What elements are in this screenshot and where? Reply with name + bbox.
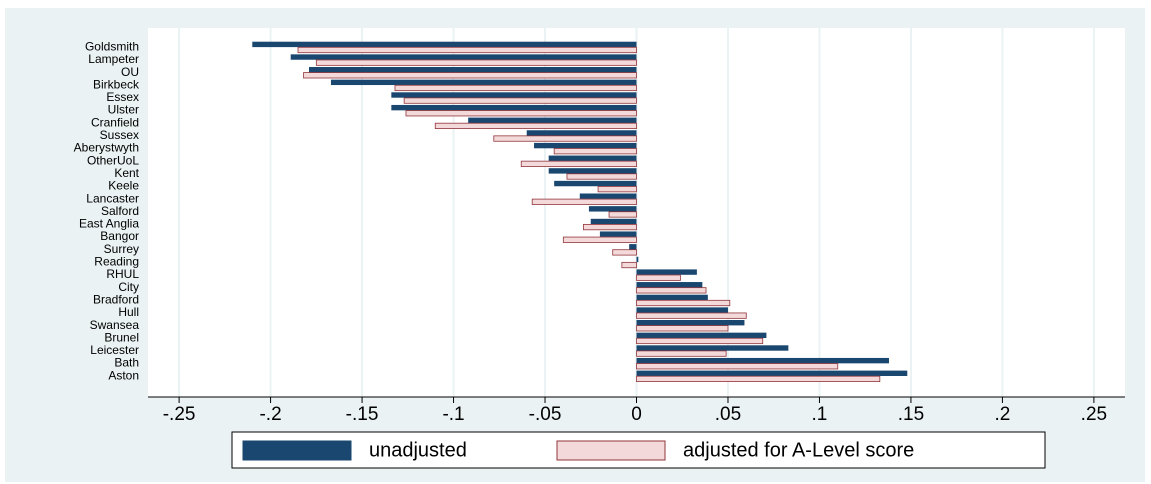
- bar: [636, 256, 639, 263]
- x-tick-label: .2: [994, 404, 1010, 425]
- x-tick-label: .15: [898, 404, 924, 425]
- bar: [636, 274, 681, 281]
- y-tick-label: Ulster: [108, 103, 139, 117]
- y-tick-label: RHUL: [106, 267, 139, 281]
- x-tick-label: .05: [715, 404, 741, 425]
- x-tick-label: -.2: [259, 404, 281, 425]
- bar: [554, 180, 637, 187]
- bar: [297, 46, 637, 54]
- bar: [526, 130, 637, 136]
- bar: [636, 332, 767, 339]
- bar: [636, 320, 745, 326]
- y-tick-label: Essex: [106, 90, 139, 104]
- legend: [231, 431, 1046, 469]
- bar: [553, 148, 637, 155]
- bar: [391, 92, 637, 98]
- bar: [636, 287, 707, 294]
- legend-label: unadjusted: [369, 439, 467, 461]
- bar: [566, 173, 637, 180]
- bar: [330, 79, 637, 86]
- x-tick-label: -.05: [529, 404, 562, 425]
- y-tick-label: Reading: [94, 255, 139, 269]
- bar: [548, 155, 637, 161]
- y-tick-label: OU: [121, 65, 139, 79]
- bar: [636, 345, 789, 351]
- y-tick-label: Brunel: [104, 330, 139, 344]
- y-tick-label: Hull: [118, 305, 139, 319]
- y-tick-label: Bradford: [93, 292, 139, 306]
- bar: [315, 59, 637, 66]
- bar: [534, 142, 637, 149]
- bar: [636, 294, 708, 301]
- bar: [562, 236, 637, 243]
- bar: [531, 198, 637, 205]
- y-tick-label: City: [118, 280, 139, 294]
- bar: [309, 67, 637, 73]
- bar: [636, 299, 731, 307]
- y-tick-label: Bangor: [100, 229, 139, 243]
- y-tick-label: Salford: [101, 204, 139, 218]
- y-tick-label: Lampeter: [88, 52, 139, 66]
- y-tick-label: OtherUoL: [87, 153, 139, 167]
- y-tick-label: Goldsmith: [85, 39, 139, 53]
- x-tick-label: .25: [1081, 404, 1107, 425]
- bar: [636, 312, 747, 319]
- bar: [391, 104, 637, 111]
- bar: [252, 41, 637, 48]
- y-tick-label: Bath: [114, 356, 139, 370]
- bar: [621, 261, 637, 269]
- y-tick-label: Cranfield: [91, 115, 139, 129]
- legend-swatch: [242, 440, 352, 461]
- x-tick-label: -.1: [442, 404, 464, 425]
- y-tick-label: Lancaster: [86, 191, 139, 205]
- bar: [493, 135, 637, 142]
- x-tick-label: .1: [812, 404, 828, 425]
- bar: [636, 357, 889, 364]
- y-tick-label: Birkbeck: [93, 77, 140, 91]
- bar: [520, 160, 637, 167]
- bar: [468, 117, 637, 123]
- y-tick-label: Kent: [114, 166, 139, 180]
- bar: [629, 244, 637, 250]
- bar: [636, 350, 727, 357]
- bar: [583, 223, 637, 231]
- bar: [548, 168, 637, 174]
- legend-label: adjusted for A-Level score: [683, 439, 914, 461]
- x-tick-label: -.25: [163, 404, 196, 425]
- x-tick-label: -.15: [346, 404, 379, 425]
- bar: [608, 211, 637, 218]
- bar: [636, 363, 839, 370]
- legend-swatch: [556, 440, 666, 461]
- bar: [636, 370, 908, 376]
- bar: [636, 307, 728, 313]
- bar: [636, 337, 764, 345]
- bar: [599, 231, 637, 237]
- bar: [636, 282, 703, 288]
- y-tick-label: Surrey: [104, 242, 139, 256]
- bar: [434, 122, 637, 129]
- y-tick-label: Sussex: [100, 128, 139, 142]
- x-tick-label: 0: [631, 404, 642, 425]
- bar: [636, 269, 697, 275]
- bar: [597, 186, 637, 193]
- y-tick-label: Aberystwyth: [74, 141, 139, 155]
- bar: [303, 72, 637, 79]
- y-tick-label: Swansea: [90, 318, 140, 332]
- bar: [290, 54, 637, 60]
- bar: [636, 325, 729, 332]
- y-tick-label: East Anglia: [79, 217, 139, 231]
- bar: [636, 375, 881, 383]
- y-tick-label: Aston: [108, 368, 139, 382]
- bar: [590, 218, 637, 225]
- bar: [579, 193, 637, 199]
- y-tick-label: Keele: [108, 179, 139, 193]
- bar: [405, 110, 637, 117]
- bar: [394, 84, 637, 92]
- y-tick-label: Leicester: [90, 343, 139, 357]
- bar: [612, 249, 637, 256]
- bar: [588, 206, 637, 212]
- bar: [403, 97, 637, 104]
